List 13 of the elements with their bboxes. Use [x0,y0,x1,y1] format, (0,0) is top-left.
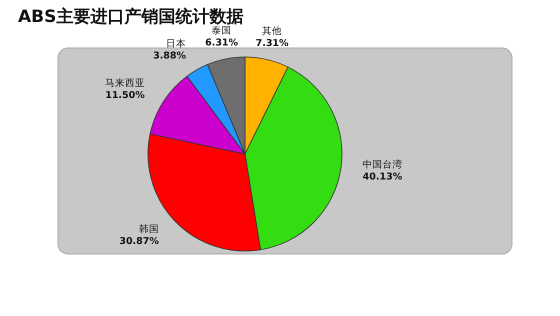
slice-label: 韩国 [138,223,159,236]
slice-label: 泰国 [212,25,232,36]
slice-label: 中国台湾 [362,158,403,171]
slice-label: 马来西亚 [104,76,145,89]
data-label: 6.31% [205,37,239,48]
chart-title: ABS主要进口产销国统计数据 [18,7,244,27]
data-label: 30.87% [119,236,160,248]
data-label: 3.88% [153,50,187,62]
data-label: 11.50% [105,90,146,101]
slice-label: 日本 [166,38,186,50]
slice-label: 其他 [262,25,282,38]
data-label: 7.31% [256,38,290,50]
data-label: 40.13% [362,172,403,183]
